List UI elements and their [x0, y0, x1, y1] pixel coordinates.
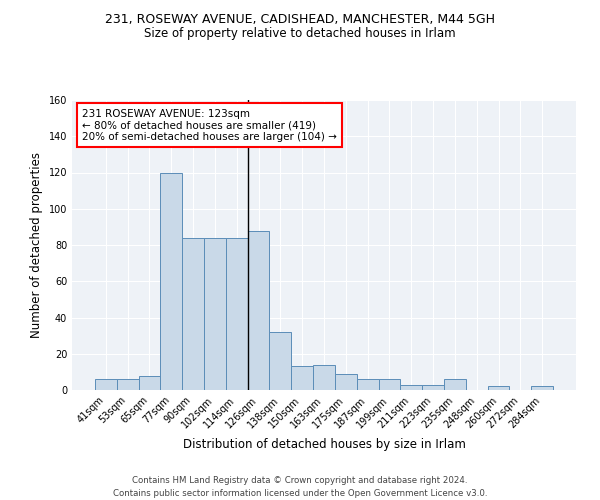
Bar: [182, 238, 204, 390]
X-axis label: Distribution of detached houses by size in Irlam: Distribution of detached houses by size …: [182, 438, 466, 451]
Bar: [313, 364, 335, 390]
Bar: [139, 376, 160, 390]
Bar: [400, 384, 422, 390]
Bar: [335, 374, 357, 390]
Bar: [204, 238, 226, 390]
Bar: [379, 379, 400, 390]
Bar: [226, 238, 248, 390]
Bar: [269, 332, 291, 390]
Text: 231 ROSEWAY AVENUE: 123sqm
← 80% of detached houses are smaller (419)
20% of sem: 231 ROSEWAY AVENUE: 123sqm ← 80% of deta…: [82, 108, 337, 142]
Bar: [531, 386, 553, 390]
Text: 231, ROSEWAY AVENUE, CADISHEAD, MANCHESTER, M44 5GH: 231, ROSEWAY AVENUE, CADISHEAD, MANCHEST…: [105, 12, 495, 26]
Bar: [444, 379, 466, 390]
Bar: [117, 379, 139, 390]
Bar: [160, 172, 182, 390]
Bar: [248, 230, 269, 390]
Bar: [422, 384, 444, 390]
Text: Contains HM Land Registry data © Crown copyright and database right 2024.
Contai: Contains HM Land Registry data © Crown c…: [113, 476, 487, 498]
Y-axis label: Number of detached properties: Number of detached properties: [30, 152, 43, 338]
Bar: [291, 366, 313, 390]
Text: Size of property relative to detached houses in Irlam: Size of property relative to detached ho…: [144, 28, 456, 40]
Bar: [488, 386, 509, 390]
Bar: [95, 379, 117, 390]
Bar: [357, 379, 379, 390]
